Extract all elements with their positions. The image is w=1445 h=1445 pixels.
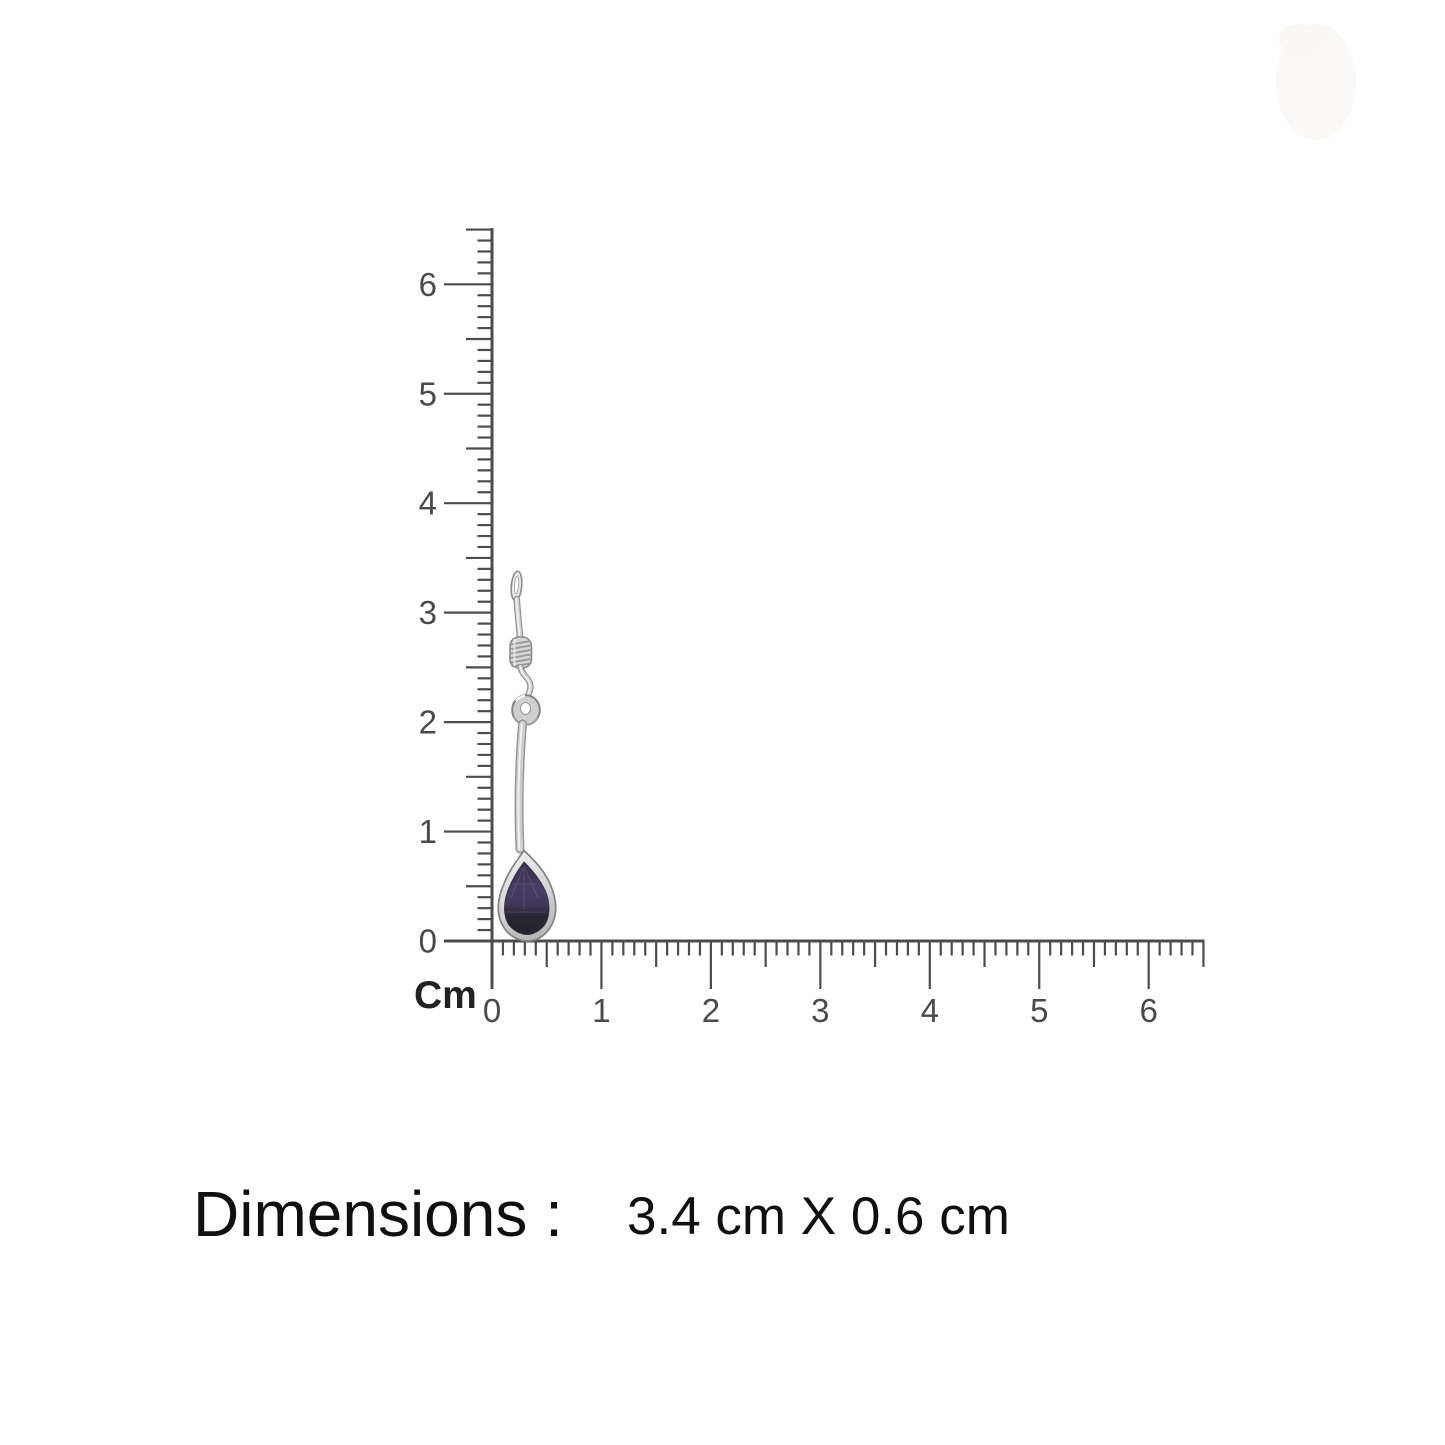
ear-wire-coil — [509, 636, 533, 669]
ear-wire — [513, 595, 524, 645]
ruler-number: 2 — [419, 704, 437, 741]
bezel-highlight — [500, 857, 518, 887]
ruler-number: 6 — [1140, 992, 1158, 1029]
ruler-number: 4 — [921, 992, 939, 1029]
dimensions-label: Dimensions : — [193, 1178, 563, 1250]
ear-wire-ring — [511, 694, 541, 726]
ruler-number: 4 — [419, 485, 437, 522]
earring-image — [497, 570, 557, 942]
ruler-number: 3 — [419, 594, 437, 631]
earring-bar — [514, 719, 527, 854]
ruler-number: 3 — [811, 992, 829, 1029]
ruler — [444, 228, 1205, 989]
background-artifact — [1276, 24, 1356, 140]
ruler-number: 0 — [419, 923, 437, 960]
ruler-unit-label: Cm — [414, 974, 477, 1017]
ear-wire-hook — [517, 663, 534, 701]
ruler-number: 1 — [419, 813, 437, 850]
ruler-number: 5 — [419, 375, 437, 412]
ruler-number: 0 — [483, 992, 501, 1029]
ruler-number: 2 — [702, 992, 720, 1029]
dimensions-value: 3.4 cm X 0.6 cm — [627, 1187, 1010, 1246]
teardrop-stone — [504, 861, 550, 936]
ruler-number: 5 — [1030, 992, 1048, 1029]
ruler-number: 1 — [592, 992, 610, 1029]
ruler-number: 6 — [419, 266, 437, 303]
ruler-numbers: 6 5 4 3 2 1 0 0 1 2 3 4 5 6 — [419, 266, 1158, 1029]
stone-facets — [507, 865, 546, 913]
